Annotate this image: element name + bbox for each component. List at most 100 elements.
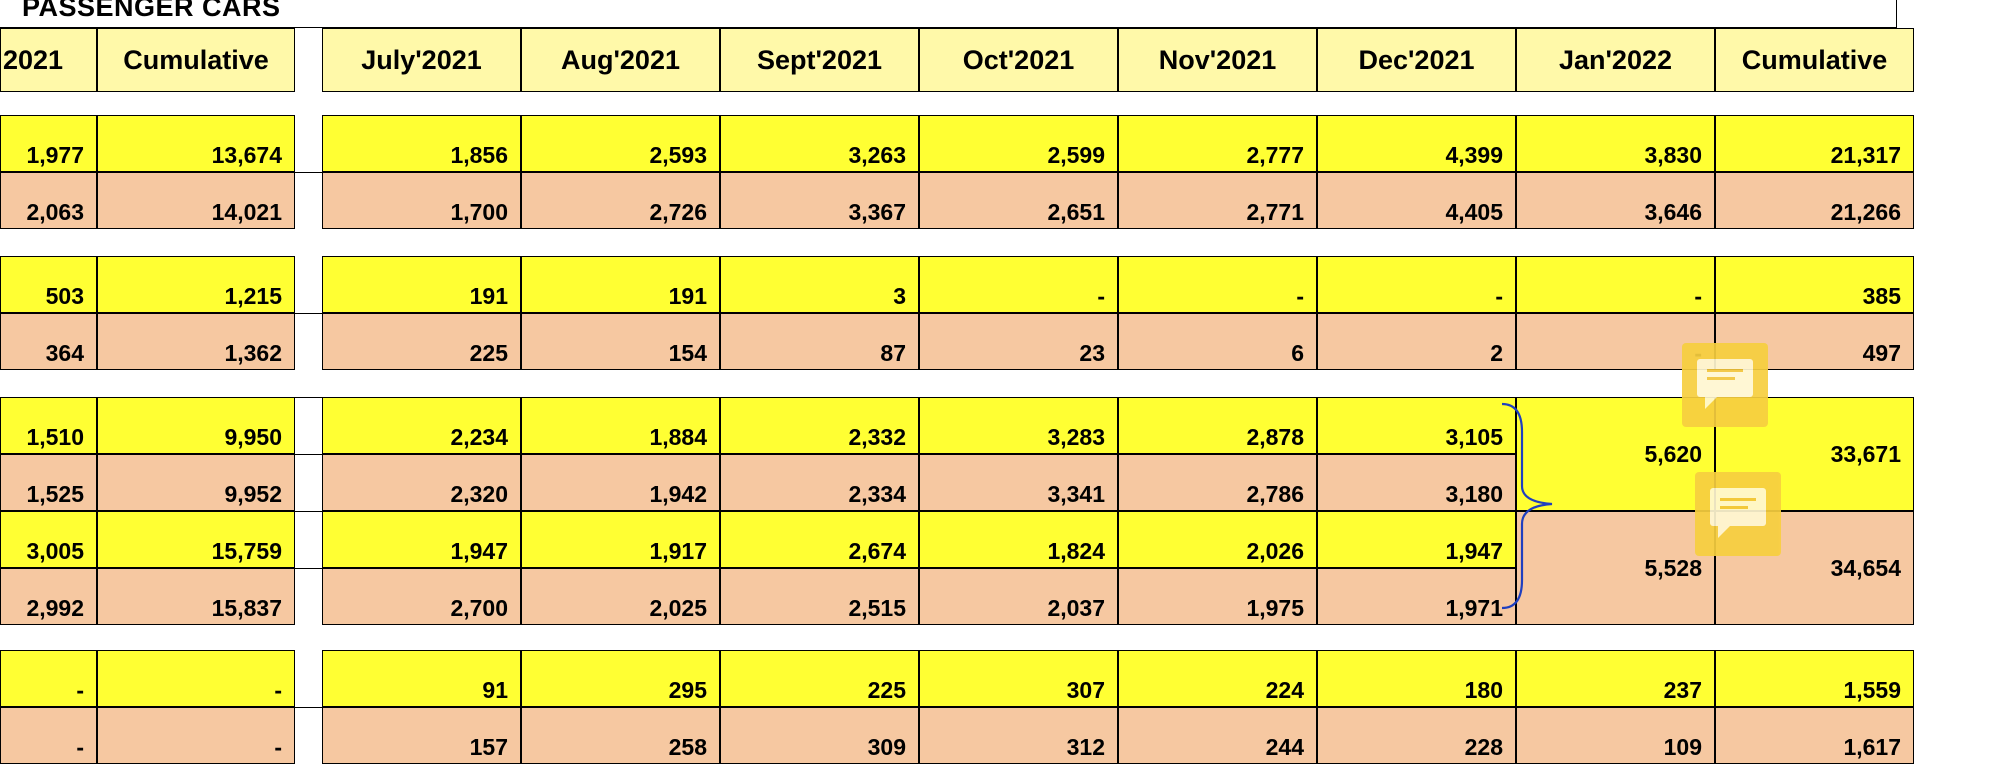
table-cell[interactable]: 2,063	[0, 172, 97, 229]
column-header[interactable]: Aug'2021	[521, 28, 720, 92]
table-cell[interactable]: 3	[720, 256, 919, 313]
table-cell[interactable]: 2,234	[322, 397, 521, 454]
table-cell[interactable]: 4,405	[1317, 172, 1516, 229]
table-cell[interactable]: 2,025	[521, 568, 720, 625]
table-cell[interactable]: 225	[322, 313, 521, 370]
table-cell[interactable]: 191	[521, 256, 720, 313]
table-cell[interactable]: 364	[0, 313, 97, 370]
table-cell[interactable]: 2,515	[720, 568, 919, 625]
table-cell[interactable]: 14,021	[97, 172, 295, 229]
table-cell[interactable]: 4,399	[1317, 115, 1516, 172]
table-cell[interactable]: 2,332	[720, 397, 919, 454]
table-cell[interactable]: 228	[1317, 707, 1516, 764]
column-header[interactable]: Oct'2021	[919, 28, 1118, 92]
table-cell[interactable]: 2,878	[1118, 397, 1317, 454]
column-header[interactable]: July'2021	[322, 28, 521, 92]
table-cell[interactable]: 1,559	[1715, 650, 1914, 707]
table-cell[interactable]: 1,856	[322, 115, 521, 172]
table-cell[interactable]: 3,105	[1317, 397, 1516, 454]
table-cell[interactable]: 21,317	[1715, 115, 1914, 172]
table-cell[interactable]: 1,975	[1118, 568, 1317, 625]
column-header[interactable]: Sept'2021	[720, 28, 919, 92]
table-cell[interactable]: -	[919, 256, 1118, 313]
table-cell[interactable]: -	[1118, 256, 1317, 313]
table-cell[interactable]: 1,700	[322, 172, 521, 229]
table-cell[interactable]: 23	[919, 313, 1118, 370]
table-cell[interactable]: 385	[1715, 256, 1914, 313]
table-cell[interactable]: 1,362	[97, 313, 295, 370]
table-cell[interactable]: 244	[1118, 707, 1317, 764]
table-cell[interactable]: 9,950	[97, 397, 295, 454]
table-cell[interactable]: 1,617	[1715, 707, 1914, 764]
table-cell[interactable]: 154	[521, 313, 720, 370]
table-cell[interactable]: 15,837	[97, 568, 295, 625]
table-cell[interactable]: 1,942	[521, 454, 720, 511]
table-cell[interactable]: 2,777	[1118, 115, 1317, 172]
table-cell[interactable]: 295	[521, 650, 720, 707]
table-cell[interactable]: -	[97, 707, 295, 764]
table-cell[interactable]: 2,599	[919, 115, 1118, 172]
table-cell[interactable]: 109	[1516, 707, 1715, 764]
column-header[interactable]: 2021	[0, 28, 97, 92]
merged-cell[interactable]: 5,620	[1516, 397, 1715, 511]
table-cell[interactable]: 1,947	[1317, 511, 1516, 568]
table-cell[interactable]: 2,593	[521, 115, 720, 172]
table-cell[interactable]: 237	[1516, 650, 1715, 707]
table-cell[interactable]: 2,037	[919, 568, 1118, 625]
table-cell[interactable]: 1,971	[1317, 568, 1516, 625]
column-header[interactable]: Cumulative	[1715, 28, 1914, 92]
table-cell[interactable]: 1,525	[0, 454, 97, 511]
table-cell[interactable]: 2,334	[720, 454, 919, 511]
table-cell[interactable]: 258	[521, 707, 720, 764]
table-cell[interactable]: 307	[919, 650, 1118, 707]
table-cell[interactable]: 2,992	[0, 568, 97, 625]
table-cell[interactable]: 1,884	[521, 397, 720, 454]
table-cell[interactable]: 1,917	[521, 511, 720, 568]
table-cell[interactable]: -	[1516, 313, 1715, 370]
table-cell[interactable]: 2,700	[322, 568, 521, 625]
table-cell[interactable]: 312	[919, 707, 1118, 764]
table-cell[interactable]: 13,674	[97, 115, 295, 172]
table-cell[interactable]: 21,266	[1715, 172, 1914, 229]
table-cell[interactable]: -	[97, 650, 295, 707]
table-cell[interactable]: 3,263	[720, 115, 919, 172]
column-header[interactable]: Jan'2022	[1516, 28, 1715, 92]
table-cell[interactable]: 3,646	[1516, 172, 1715, 229]
merged-cell[interactable]: 5,528	[1516, 511, 1715, 625]
table-cell[interactable]: 91	[322, 650, 521, 707]
table-cell[interactable]: 191	[322, 256, 521, 313]
table-cell[interactable]: 2,771	[1118, 172, 1317, 229]
table-cell[interactable]: 6	[1118, 313, 1317, 370]
table-cell[interactable]: 2,026	[1118, 511, 1317, 568]
table-cell[interactable]: -	[0, 650, 97, 707]
table-cell[interactable]: 2	[1317, 313, 1516, 370]
table-cell[interactable]: 9,952	[97, 454, 295, 511]
table-cell[interactable]: 2,674	[720, 511, 919, 568]
table-cell[interactable]: 225	[720, 650, 919, 707]
table-cell[interactable]: 3,180	[1317, 454, 1516, 511]
table-cell[interactable]: -	[0, 707, 97, 764]
column-header[interactable]: Nov'2021	[1118, 28, 1317, 92]
column-header[interactable]: Dec'2021	[1317, 28, 1516, 92]
table-cell[interactable]: 2,320	[322, 454, 521, 511]
table-cell[interactable]: 3,341	[919, 454, 1118, 511]
table-cell[interactable]: 1,215	[97, 256, 295, 313]
table-cell[interactable]: 15,759	[97, 511, 295, 568]
table-cell[interactable]: 503	[0, 256, 97, 313]
table-cell[interactable]: 1,510	[0, 397, 97, 454]
table-cell[interactable]: 2,786	[1118, 454, 1317, 511]
table-cell[interactable]: -	[1516, 256, 1715, 313]
table-cell[interactable]: 3,830	[1516, 115, 1715, 172]
table-cell[interactable]: 87	[720, 313, 919, 370]
table-cell[interactable]: 2,726	[521, 172, 720, 229]
table-cell[interactable]: 1,977	[0, 115, 97, 172]
table-cell[interactable]: 3,367	[720, 172, 919, 229]
table-cell[interactable]: 180	[1317, 650, 1516, 707]
table-cell[interactable]: 3,005	[0, 511, 97, 568]
table-cell[interactable]: 309	[720, 707, 919, 764]
table-cell[interactable]: 2,651	[919, 172, 1118, 229]
comment-icon[interactable]	[1695, 472, 1781, 556]
table-cell[interactable]: 1,947	[322, 511, 521, 568]
table-cell[interactable]: 157	[322, 707, 521, 764]
table-cell[interactable]: 3,283	[919, 397, 1118, 454]
